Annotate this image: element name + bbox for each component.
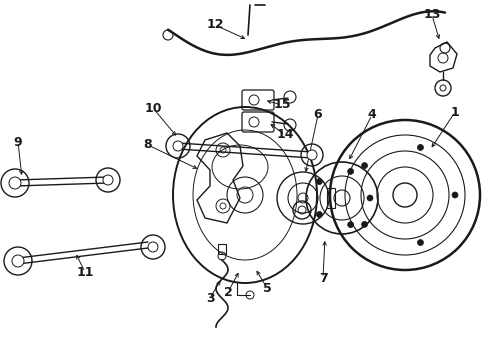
Circle shape (362, 163, 368, 168)
Text: 8: 8 (144, 139, 152, 152)
Text: 6: 6 (314, 108, 322, 122)
Circle shape (452, 192, 458, 198)
Circle shape (307, 150, 317, 160)
Circle shape (347, 222, 354, 228)
Circle shape (347, 168, 354, 174)
Circle shape (362, 221, 368, 228)
Text: 14: 14 (276, 129, 294, 141)
Circle shape (103, 175, 113, 185)
Text: 1: 1 (451, 105, 460, 118)
Text: 15: 15 (273, 99, 291, 112)
Bar (327, 188, 335, 208)
Text: 13: 13 (423, 9, 441, 22)
Text: 9: 9 (14, 135, 23, 148)
Circle shape (173, 141, 183, 151)
Text: 4: 4 (368, 108, 376, 122)
Circle shape (317, 179, 322, 185)
Circle shape (417, 239, 423, 246)
Circle shape (12, 255, 24, 267)
Text: 3: 3 (206, 292, 214, 305)
Circle shape (9, 177, 21, 189)
Circle shape (417, 144, 423, 150)
Circle shape (367, 195, 373, 201)
Text: 2: 2 (223, 285, 232, 298)
Circle shape (148, 242, 158, 252)
Circle shape (317, 211, 322, 217)
Text: 12: 12 (206, 18, 224, 31)
Text: 5: 5 (263, 282, 271, 294)
Text: 7: 7 (318, 271, 327, 284)
Text: 10: 10 (144, 102, 162, 114)
Bar (218, 244, 226, 254)
Text: 11: 11 (76, 266, 94, 279)
